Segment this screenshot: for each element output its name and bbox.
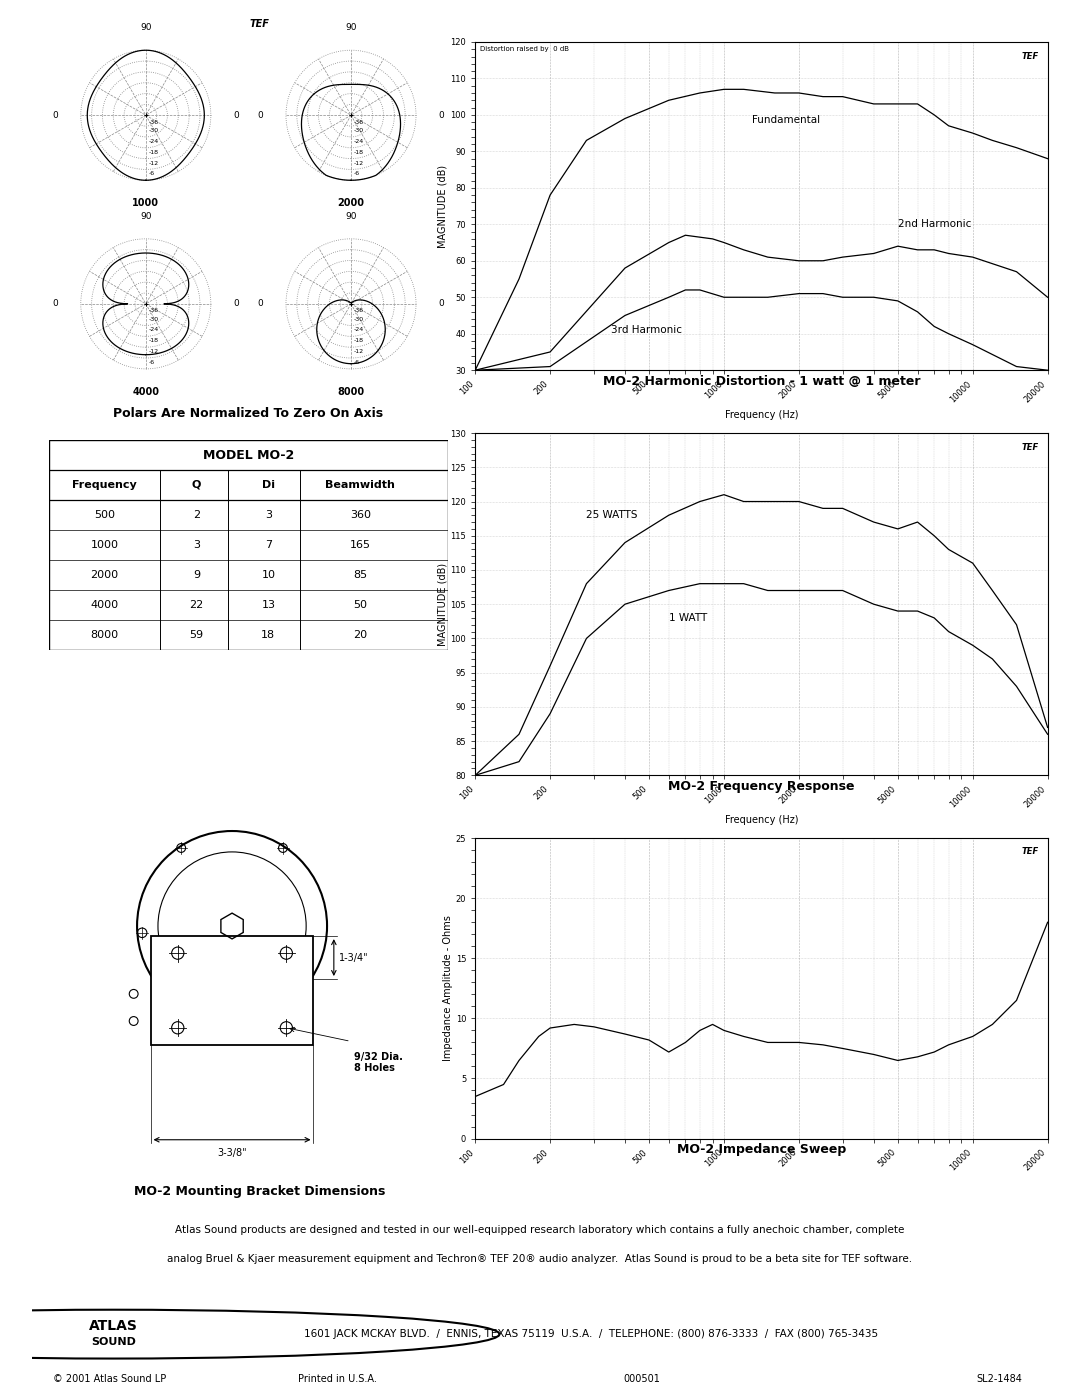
Text: -6: -6 — [353, 172, 360, 176]
Text: 25 WATTS: 25 WATTS — [586, 510, 638, 520]
Text: Printed in U.S.A.: Printed in U.S.A. — [297, 1373, 377, 1384]
Text: -6: -6 — [148, 360, 154, 365]
Text: 7: 7 — [265, 539, 272, 550]
Text: 2nd Harmonic: 2nd Harmonic — [897, 219, 971, 229]
Text: Atlas Sound products are designed and tested in our well-equipped research labor: Atlas Sound products are designed and te… — [175, 1225, 905, 1235]
Text: -12: -12 — [353, 161, 364, 166]
Text: 13: 13 — [261, 599, 275, 609]
Text: MO-2 Frequency Response: MO-2 Frequency Response — [669, 780, 854, 793]
Text: 3rd Harmonic: 3rd Harmonic — [610, 326, 681, 335]
Y-axis label: MAGNITUDE (dB): MAGNITUDE (dB) — [437, 165, 447, 247]
Text: 2000: 2000 — [337, 198, 365, 208]
Text: TEF: TEF — [249, 20, 269, 29]
Text: 18: 18 — [261, 630, 275, 640]
Text: Frequency: Frequency — [72, 481, 137, 490]
Text: 4000: 4000 — [91, 599, 119, 609]
Text: -24: -24 — [148, 138, 159, 144]
Text: -36: -36 — [148, 120, 159, 124]
Text: Beamwidth: Beamwidth — [325, 481, 395, 490]
X-axis label: Frequency (Hz): Frequency (Hz) — [725, 814, 798, 824]
Text: analog Bruel & Kjaer measurement equipment and Techron® TEF 20® audio analyzer. : analog Bruel & Kjaer measurement equipme… — [167, 1255, 913, 1264]
Text: 0: 0 — [257, 299, 264, 309]
Text: 22: 22 — [189, 599, 203, 609]
Text: 1000: 1000 — [91, 539, 119, 550]
Text: -30: -30 — [353, 129, 364, 133]
Text: 85: 85 — [353, 570, 367, 580]
Bar — [150, 936, 313, 1045]
Text: 20: 20 — [353, 630, 367, 640]
Text: 1 WATT: 1 WATT — [669, 613, 707, 623]
Text: -30: -30 — [353, 317, 364, 321]
Text: 90: 90 — [346, 22, 356, 32]
Text: 2: 2 — [193, 510, 200, 520]
Text: TEF: TEF — [1022, 52, 1039, 60]
Text: 10: 10 — [261, 570, 275, 580]
Text: MO-2 Harmonic Distortion - 1 watt @ 1 meter: MO-2 Harmonic Distortion - 1 watt @ 1 me… — [603, 374, 920, 388]
Text: 360: 360 — [350, 510, 370, 520]
Text: -24: -24 — [353, 138, 364, 144]
Text: -12: -12 — [148, 161, 159, 166]
Text: Di: Di — [261, 481, 275, 490]
Text: Specifications subject to change without notice: Specifications subject to change without… — [373, 1281, 707, 1295]
Text: -6: -6 — [148, 172, 154, 176]
Text: -30: -30 — [148, 129, 159, 133]
Text: -36: -36 — [353, 120, 364, 124]
Text: Q: Q — [192, 481, 201, 490]
Text: 90: 90 — [140, 22, 151, 32]
Text: 3: 3 — [265, 510, 272, 520]
Text: 0: 0 — [438, 299, 445, 309]
Text: TEF: TEF — [1022, 443, 1039, 453]
Text: 8000: 8000 — [337, 387, 365, 397]
Text: 500: 500 — [94, 510, 116, 520]
Text: ATLAS: ATLAS — [90, 1319, 138, 1333]
Text: 2000: 2000 — [91, 570, 119, 580]
Text: -18: -18 — [353, 338, 364, 344]
Text: -36: -36 — [148, 309, 159, 313]
Text: TEF: TEF — [1022, 847, 1039, 856]
X-axis label: Frequency (Hz): Frequency (Hz) — [725, 409, 798, 419]
Text: 59: 59 — [189, 630, 203, 640]
Text: 3: 3 — [193, 539, 200, 550]
Text: -12: -12 — [148, 349, 159, 355]
Text: MO-2 Mounting Bracket Dimensions: MO-2 Mounting Bracket Dimensions — [134, 1185, 384, 1199]
Text: 3-3/8": 3-3/8" — [217, 1148, 247, 1158]
Text: © 2001 Atlas Sound LP: © 2001 Atlas Sound LP — [53, 1373, 166, 1384]
Text: -6: -6 — [353, 360, 360, 365]
Text: 0: 0 — [257, 110, 264, 120]
Text: Polars Are Normalized To Zero On Axis: Polars Are Normalized To Zero On Axis — [113, 407, 383, 420]
Text: -24: -24 — [353, 327, 364, 332]
Text: Distortion raised by  0 dB: Distortion raised by 0 dB — [481, 46, 569, 52]
Text: -24: -24 — [148, 327, 159, 332]
Text: -36: -36 — [353, 309, 364, 313]
Text: -18: -18 — [148, 338, 159, 344]
Text: 0: 0 — [52, 110, 58, 120]
Text: SL2-1484: SL2-1484 — [976, 1373, 1022, 1384]
Text: Fundamental: Fundamental — [753, 115, 821, 124]
Text: 165: 165 — [350, 539, 370, 550]
Text: -30: -30 — [148, 317, 159, 321]
Text: 0: 0 — [52, 299, 58, 309]
Text: 1601 JACK MCKAY BLVD.  /  ENNIS, TEXAS 75119  U.S.A.  /  TELEPHONE: (800) 876-33: 1601 JACK MCKAY BLVD. / ENNIS, TEXAS 751… — [303, 1329, 878, 1340]
Text: MODEL MO-2: MODEL MO-2 — [203, 448, 294, 461]
Text: -18: -18 — [353, 149, 364, 155]
Text: 8000: 8000 — [91, 630, 119, 640]
Text: 1000: 1000 — [133, 198, 160, 208]
Y-axis label: Impedance Amplitude - Ohms: Impedance Amplitude - Ohms — [443, 915, 453, 1062]
Text: -18: -18 — [148, 149, 159, 155]
Text: MO-2 Impedance Sweep: MO-2 Impedance Sweep — [677, 1143, 846, 1157]
Text: SOUND: SOUND — [91, 1337, 136, 1347]
Text: 90: 90 — [346, 211, 356, 221]
Text: 0: 0 — [233, 110, 240, 120]
Y-axis label: MAGNITUDE (dB): MAGNITUDE (dB) — [437, 563, 447, 645]
Text: 0: 0 — [233, 299, 240, 309]
Text: 0: 0 — [438, 110, 445, 120]
Text: 90: 90 — [140, 211, 151, 221]
Text: 1-3/4": 1-3/4" — [339, 953, 368, 963]
Text: 9: 9 — [193, 570, 200, 580]
Text: 000501: 000501 — [623, 1373, 660, 1384]
Text: 9/32 Dia.
8 Holes: 9/32 Dia. 8 Holes — [354, 1052, 403, 1073]
Text: 50: 50 — [353, 599, 367, 609]
Text: 4000: 4000 — [133, 387, 160, 397]
Text: -12: -12 — [353, 349, 364, 355]
